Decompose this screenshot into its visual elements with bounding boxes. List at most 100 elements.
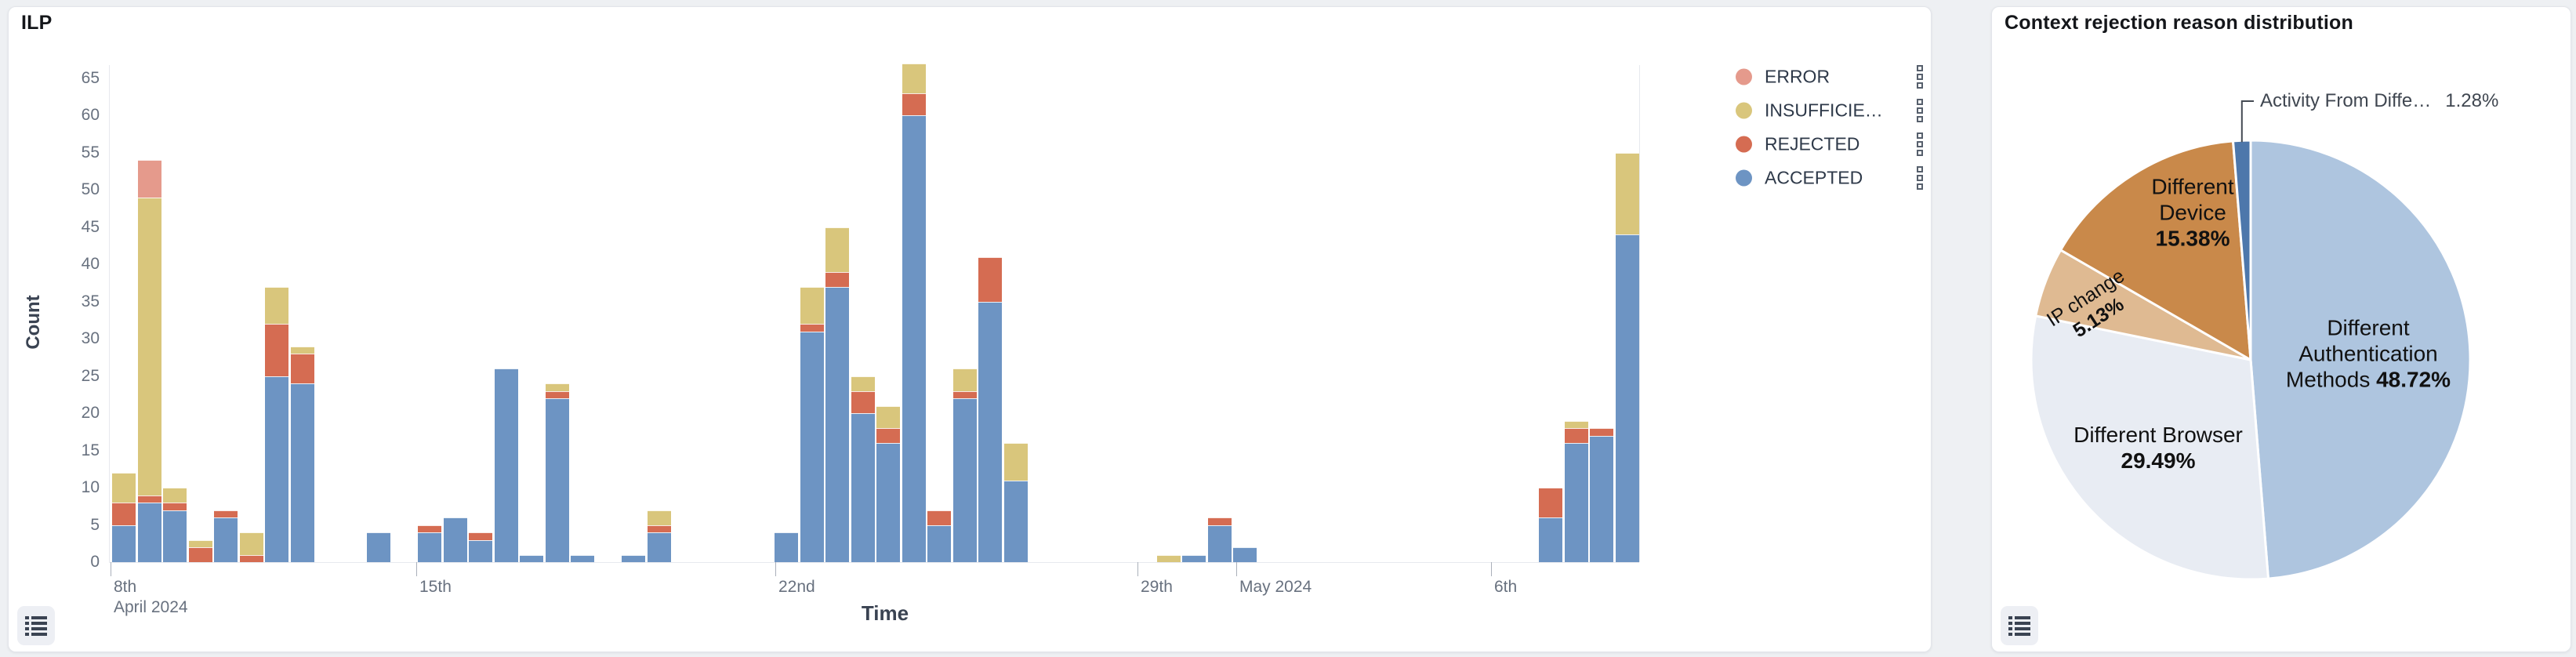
bar-segment-rejected[interactable] — [137, 495, 161, 503]
bar-segment-insufficient[interactable] — [1003, 443, 1028, 481]
bar-segment-rejected[interactable] — [163, 503, 187, 510]
bar-segment-insufficient[interactable] — [902, 63, 926, 93]
bar-segment-insufficient[interactable] — [545, 383, 569, 391]
drag-handle-icon[interactable] — [1914, 131, 1932, 158]
bar-segment-rejected[interactable] — [825, 271, 849, 287]
bar-segment-rejected[interactable] — [1564, 428, 1588, 443]
bar-segment-rejected[interactable] — [800, 324, 824, 332]
bar-segment-accepted[interactable] — [952, 398, 977, 562]
bar-segment-accepted[interactable] — [265, 376, 288, 562]
bar-segment-accepted[interactable] — [443, 517, 467, 562]
bar-segment-accepted[interactable] — [214, 517, 238, 562]
bar-segment-rejected[interactable] — [647, 525, 671, 532]
bar-segment-rejected[interactable] — [902, 93, 926, 115]
bar-segment-insufficient[interactable] — [265, 286, 288, 324]
bar-segment-accepted[interactable] — [1207, 525, 1232, 562]
drag-handle-icon[interactable] — [1914, 64, 1932, 90]
bar-segment-rejected[interactable] — [1207, 517, 1232, 525]
y-tick-label: 40 — [81, 255, 100, 273]
bar-segment-accepted[interactable] — [825, 286, 849, 562]
legend-item-rejected[interactable]: REJECTED — [1733, 131, 1937, 158]
bar-segment-accepted[interactable] — [622, 554, 645, 562]
bar-segment-accepted[interactable] — [1539, 517, 1562, 562]
bar-segment-accepted[interactable] — [1182, 554, 1206, 562]
bar-segment-insufficient[interactable] — [1615, 152, 1639, 234]
bar-segment-accepted[interactable] — [1590, 435, 1613, 562]
y-tick-label: 5 — [90, 515, 100, 534]
pie-slice-4[interactable] — [2059, 140, 2252, 361]
bar-segment-rejected[interactable] — [469, 532, 492, 540]
bar-segment-accepted[interactable] — [902, 115, 926, 562]
bar-segment-insufficient[interactable] — [290, 346, 314, 354]
legend-label: ERROR — [1765, 66, 1830, 87]
legend-item-accepted[interactable]: ACCEPTED — [1733, 165, 1937, 191]
x-axis-line — [109, 562, 1639, 563]
bar-segment-accepted[interactable] — [418, 532, 441, 562]
bar-segment-rejected[interactable] — [952, 390, 977, 398]
legend-toggle-button[interactable] — [17, 606, 55, 645]
ilp-panel-title: ILP — [21, 12, 53, 34]
bar-segment-accepted[interactable] — [978, 301, 1002, 562]
bar-segment-rejected[interactable] — [188, 547, 212, 562]
bar-segment-accepted[interactable] — [494, 368, 518, 562]
bar-segment-insufficient[interactable] — [112, 473, 136, 503]
bar-segment-accepted[interactable] — [545, 398, 569, 562]
bar-segment-insufficient[interactable] — [1564, 420, 1588, 428]
bar-segment-rejected[interactable] — [290, 354, 314, 383]
bar-segment-insufficient[interactable] — [825, 227, 849, 272]
bar-segment-error[interactable] — [137, 160, 161, 198]
bar-segment-rejected[interactable] — [876, 428, 900, 443]
bar-segment-rejected[interactable] — [1590, 428, 1613, 436]
bar-segment-insufficient[interactable] — [851, 376, 875, 391]
y-tick-label: 0 — [90, 553, 100, 571]
pie-panel-title: Context rejection reason distribution — [2005, 12, 2353, 34]
bar-segment-accepted[interactable] — [1564, 443, 1588, 562]
bar-segment-accepted[interactable] — [112, 525, 136, 562]
bar-segment-rejected[interactable] — [112, 503, 136, 525]
bar-segment-rejected[interactable] — [214, 510, 238, 517]
bar-segment-rejected[interactable] — [239, 554, 263, 562]
bar-segment-accepted[interactable] — [163, 510, 187, 562]
legend-item-error[interactable]: ERROR — [1733, 64, 1937, 90]
bar-segment-insufficient[interactable] — [800, 286, 824, 324]
bar-segment-insufficient[interactable] — [137, 197, 161, 495]
bar-segment-insufficient[interactable] — [163, 488, 187, 503]
pie-slice-1[interactable] — [2249, 139, 2472, 580]
bar-segment-rejected[interactable] — [1539, 488, 1562, 517]
y-tick-label: 25 — [81, 366, 100, 385]
legend-label: REJECTED — [1765, 133, 1860, 154]
bar-segment-accepted[interactable] — [851, 413, 875, 562]
pie-slice-2[interactable] — [2030, 314, 2269, 581]
bar-segment-insufficient[interactable] — [239, 532, 263, 555]
bar-segment-insufficient[interactable] — [647, 510, 671, 525]
bar-segment-accepted[interactable] — [137, 503, 161, 562]
bar-segment-accepted[interactable] — [1003, 480, 1028, 562]
legend-item-insufficient[interactable]: INSUFFICIE… — [1733, 97, 1937, 124]
bar-segment-rejected[interactable] — [418, 525, 441, 532]
bar-segment-accepted[interactable] — [775, 532, 798, 562]
bar-segment-rejected[interactable] — [851, 390, 875, 413]
drag-handle-icon[interactable] — [1914, 97, 1932, 124]
bar-segment-accepted[interactable] — [647, 532, 671, 562]
bar-segment-accepted[interactable] — [1615, 234, 1639, 562]
bar-segment-accepted[interactable] — [367, 532, 390, 562]
bar-segment-insufficient[interactable] — [1156, 554, 1181, 562]
bar-segment-accepted[interactable] — [876, 443, 900, 562]
bar-segment-accepted[interactable] — [290, 383, 314, 562]
bar-segment-rejected[interactable] — [545, 390, 569, 398]
bar-segment-insufficient[interactable] — [952, 368, 977, 391]
bar-segment-accepted[interactable] — [927, 525, 951, 562]
bar-segment-accepted[interactable] — [800, 331, 824, 562]
bar-segment-accepted[interactable] — [469, 539, 492, 562]
bar-segment-insufficient[interactable] — [188, 539, 212, 547]
legend-swatch-insufficient — [1736, 102, 1752, 119]
bar-segment-rejected[interactable] — [978, 256, 1002, 302]
bar-segment-accepted[interactable] — [520, 554, 543, 562]
bar-segment-rejected[interactable] — [927, 510, 951, 525]
bar-segment-accepted[interactable] — [1233, 547, 1257, 562]
drag-handle-icon[interactable] — [1914, 165, 1932, 191]
bar-segment-accepted[interactable] — [571, 554, 594, 562]
legend-toggle-button[interactable] — [2001, 606, 2038, 645]
bar-segment-insufficient[interactable] — [876, 405, 900, 428]
bar-segment-rejected[interactable] — [265, 324, 288, 376]
